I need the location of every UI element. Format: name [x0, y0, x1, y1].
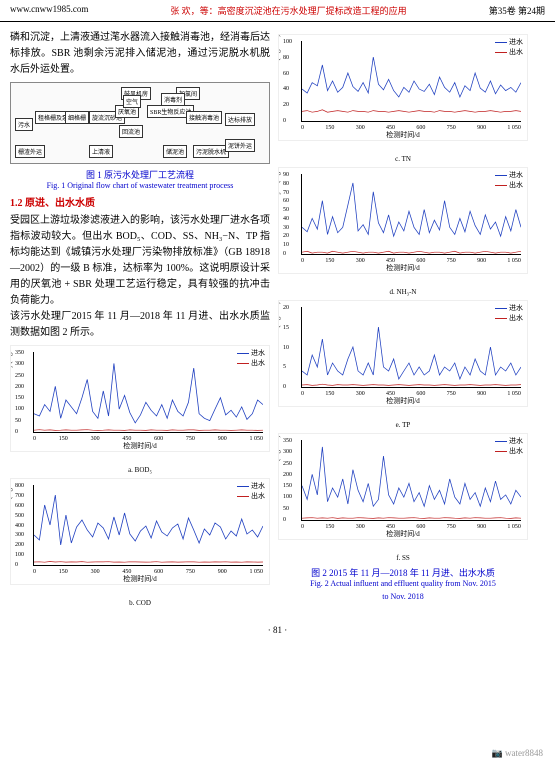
y-label: COD/(mg·L⁻¹): [10, 478, 13, 516]
flow-node: 泥饼外运: [225, 139, 255, 152]
chart-e-tp: 0510152001503004506007509001 050检测时间/dTP…: [278, 300, 528, 419]
paragraph-1: 磷和沉淀，上清液通过滗水器流入接触消毒池，经消毒后达标排放。SBR 池剩余污泥排…: [10, 30, 270, 78]
y-ticks: 0100200300400500600700800: [15, 483, 24, 568]
flow-node: 储泥池: [163, 145, 187, 158]
chart-f-ss: 0501001502002503003500150300450600750900…: [278, 433, 528, 552]
paragraph-2: 受园区上游垃圾渗滤液进入的影响，该污水处理厂进水各项指标波动较大。但出水 BOD…: [10, 213, 270, 309]
paragraph-3: 该污水处理厂2015 年 11 月—2018 年 11 月进、出水水质监测数据如…: [10, 309, 270, 341]
flow-node: 达标排放: [225, 113, 255, 126]
legend: 进水 出水: [237, 481, 265, 501]
flow-node: 空气: [123, 95, 141, 108]
x-label: 检测时间/d: [386, 396, 419, 406]
x-label: 检测时间/d: [123, 441, 156, 451]
x-label: 检测时间/d: [123, 574, 156, 584]
x-label: 检测时间/d: [386, 529, 419, 539]
issue-info: 第35卷 第24期: [489, 4, 545, 17]
legend: 进水 出水: [495, 170, 523, 190]
process-flowchart: 污水租格栅及泵房细格栅旋流沉砂池厌氧池回流池SBR生物反应池接触消毒池储泥池污泥…: [10, 82, 270, 164]
x-label: 检测时间/d: [386, 130, 419, 140]
right-column: 02040608010001503004506007509001 050检测时间…: [278, 30, 528, 611]
plot-area: [301, 307, 521, 388]
chart-a-bod: 0501001502002503003500150300450600750900…: [10, 345, 270, 464]
legend: 进水 出水: [495, 303, 523, 323]
legend: 进水 出水: [237, 348, 265, 368]
watermark: 📷 water8848: [492, 748, 543, 759]
flow-node: 消毒剂: [161, 93, 185, 106]
section-1-2: 1.2 原进、出水水质: [10, 194, 270, 209]
article-title: 张 欢，等：高密度沉淀池在污水处理厂提标改造工程的应用: [170, 4, 406, 17]
flow-node: 污泥脱水机: [193, 145, 229, 158]
fig1-caption-cn: 图 1 原污水处理厂工艺流程: [10, 168, 270, 181]
fig2-caption-en1: Fig. 2 Actual influent and effluent qual…: [278, 579, 528, 588]
y-label: NH₃-N/(mg·L⁻¹): [278, 167, 281, 205]
page-number: · 81 ·: [0, 625, 555, 635]
y-label: BOD₅/(mg·L⁻¹): [10, 345, 13, 383]
fig2-caption-cn: 图 2 2015 年 11 月—2018 年 11 月进、出水水质: [278, 566, 528, 579]
page-content: 磷和沉淀，上清液通过滗水器流入接触消毒池，经消毒后达标排放。SBR 池剩余污泥排…: [0, 22, 555, 619]
y-ticks: 050100150200250300350: [15, 350, 24, 435]
left-column: 磷和沉淀，上清液通过滗水器流入接触消毒池，经消毒后达标排放。SBR 池剩余污泥排…: [10, 30, 270, 611]
chart-d-nh3n: 010203040506070809001503004506007509001 …: [278, 167, 528, 286]
site-url: www.cnww1985.com: [10, 4, 88, 17]
fig2-caption-en2: to Nov. 2018: [278, 592, 528, 601]
chart-b-cod: 0100200300400500600700800015030045060075…: [10, 478, 270, 597]
y-label: SS/(mg·L⁻¹): [278, 435, 281, 471]
y-label: TN/(mg·L⁻¹): [278, 34, 281, 71]
flow-node: 上清液: [89, 145, 113, 158]
fig1-caption-en: Fig. 1 Original flow chart of wastewater…: [10, 181, 270, 190]
flow-node: 回流池: [119, 125, 143, 138]
flow-node: 接触消毒池: [186, 111, 222, 124]
y-ticks: 0102030405060708090: [283, 172, 289, 257]
flow-node: 污水: [15, 118, 33, 131]
flow-node: 细格栅: [65, 111, 89, 124]
y-ticks: 050100150200250300350: [283, 438, 292, 523]
plot-area: [301, 174, 521, 255]
y-ticks: 05101520: [283, 305, 289, 390]
plot-area: [301, 440, 521, 521]
page-header: www.cnww1985.com 张 欢，等：高密度沉淀池在污水处理厂提标改造工…: [0, 0, 555, 22]
y-ticks: 020406080100: [283, 39, 292, 124]
legend: 进水 出水: [495, 37, 523, 57]
chart-c-tn: 02040608010001503004506007509001 050检测时间…: [278, 34, 528, 153]
y-label: TP/(mg·L⁻¹): [278, 301, 281, 337]
x-label: 检测时间/d: [386, 263, 419, 273]
plot-area: [301, 41, 521, 122]
plot-area: [33, 352, 263, 433]
plot-area: [33, 485, 263, 566]
flow-node: 栅渣外运: [15, 145, 45, 158]
legend: 进水 出水: [495, 436, 523, 456]
